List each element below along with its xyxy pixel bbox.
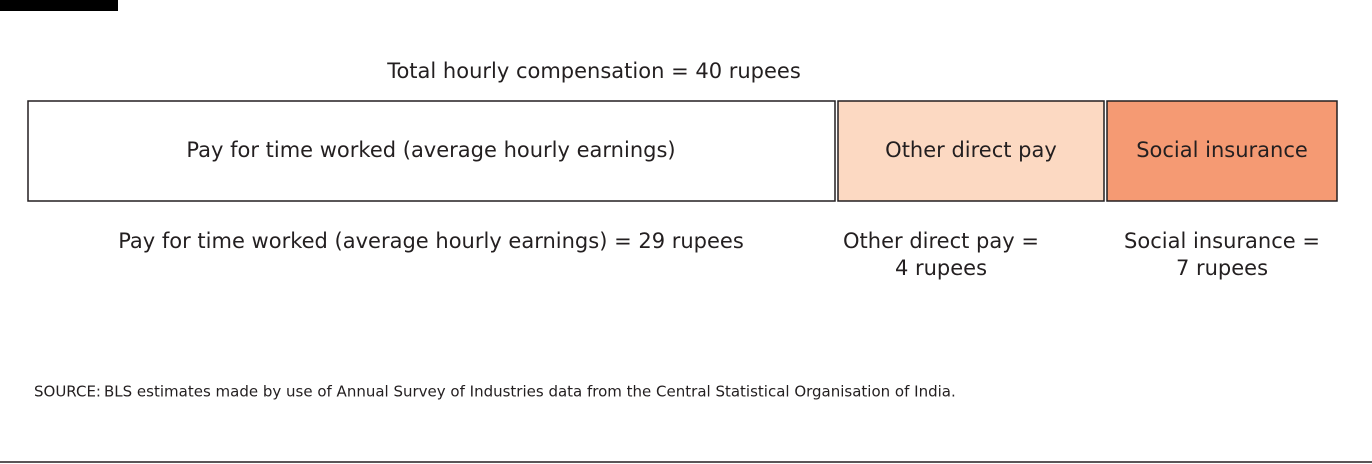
source-text: BLS estimates made by use of Annual Surv… bbox=[104, 383, 956, 401]
segment-box bbox=[837, 100, 1105, 202]
segment-label: Pay for time worked (average hourly earn… bbox=[186, 138, 675, 162]
segment-caption: Pay for time worked (average hourly earn… bbox=[118, 229, 744, 253]
segment-caption: Social insurance = bbox=[1124, 229, 1320, 253]
segment-label: Other direct pay bbox=[885, 138, 1057, 162]
segment-label: Social insurance bbox=[1136, 138, 1308, 162]
corner-bar bbox=[0, 0, 118, 11]
segment-box bbox=[1106, 100, 1338, 202]
segment-box bbox=[27, 100, 836, 202]
source-label: SOURCE: bbox=[34, 383, 101, 401]
segment-caption: 7 rupees bbox=[1176, 256, 1268, 280]
segment-caption: Other direct pay = bbox=[843, 229, 1039, 253]
title: Total hourly compensation = 40 rupees bbox=[386, 59, 801, 83]
segment-caption: 4 rupees bbox=[895, 256, 987, 280]
